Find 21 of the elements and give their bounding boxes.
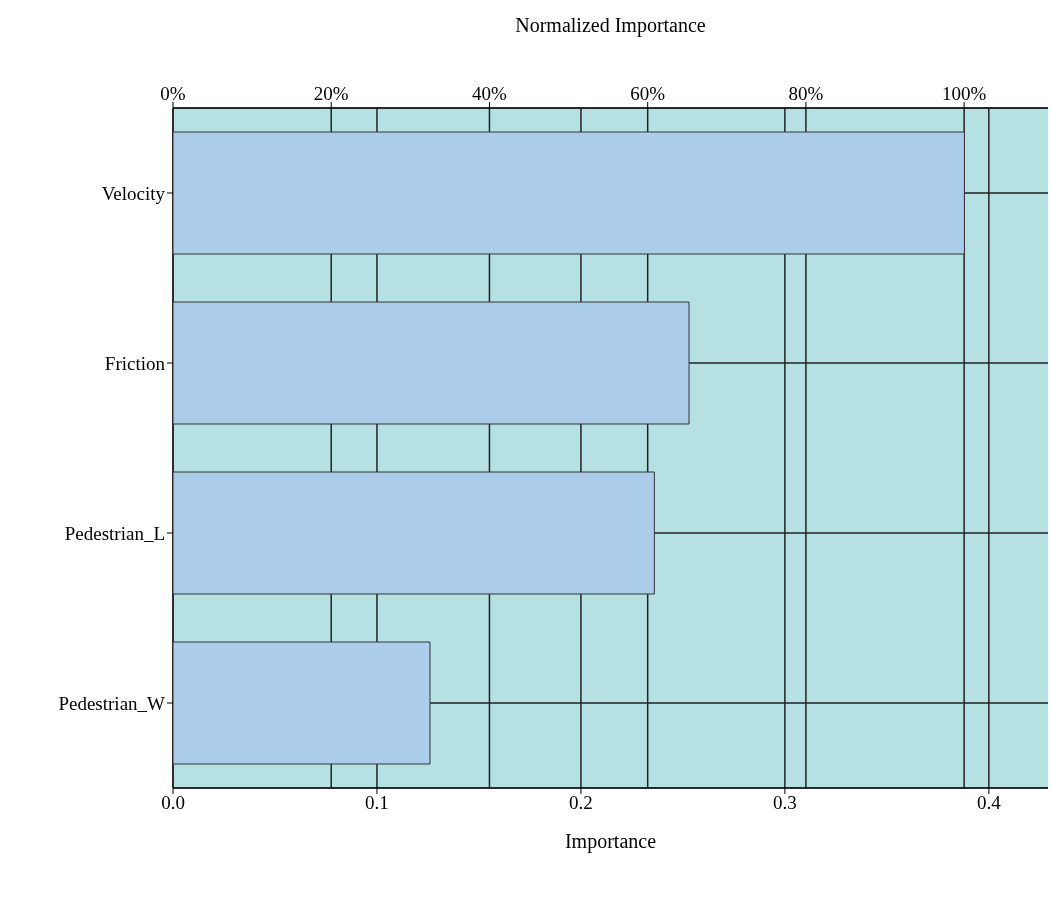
y-tick-label: Pedestrian_L <box>64 522 165 544</box>
x2-tick-label: 100% <box>941 83 987 104</box>
x-tick-label: 0.0 <box>161 792 185 814</box>
bar <box>173 301 690 425</box>
x2-tick-label: 40% <box>472 83 508 104</box>
y-tick-label: Pedestrian_W <box>58 692 166 714</box>
x2-axis-title: Normalized Importance <box>515 14 706 38</box>
x2-tick-label: 80% <box>788 83 824 104</box>
x-axis-title: Importance <box>564 830 657 853</box>
x-tick-label: 0.3 <box>773 792 797 814</box>
x-tick-label: 0.1 <box>365 792 389 814</box>
x-tick-label: 0.2 <box>569 792 593 814</box>
x2-tick-label: 0% <box>160 83 186 104</box>
y-tick-label: Friction <box>104 352 166 374</box>
x2-tick-label: 60% <box>630 83 666 104</box>
bar <box>173 641 431 765</box>
bar <box>173 131 965 255</box>
y-tick-label: Velocity <box>101 182 166 204</box>
x-tick-label: 0.4 <box>976 792 1002 814</box>
bar <box>173 471 655 595</box>
x2-tick-label: 20% <box>313 83 349 104</box>
